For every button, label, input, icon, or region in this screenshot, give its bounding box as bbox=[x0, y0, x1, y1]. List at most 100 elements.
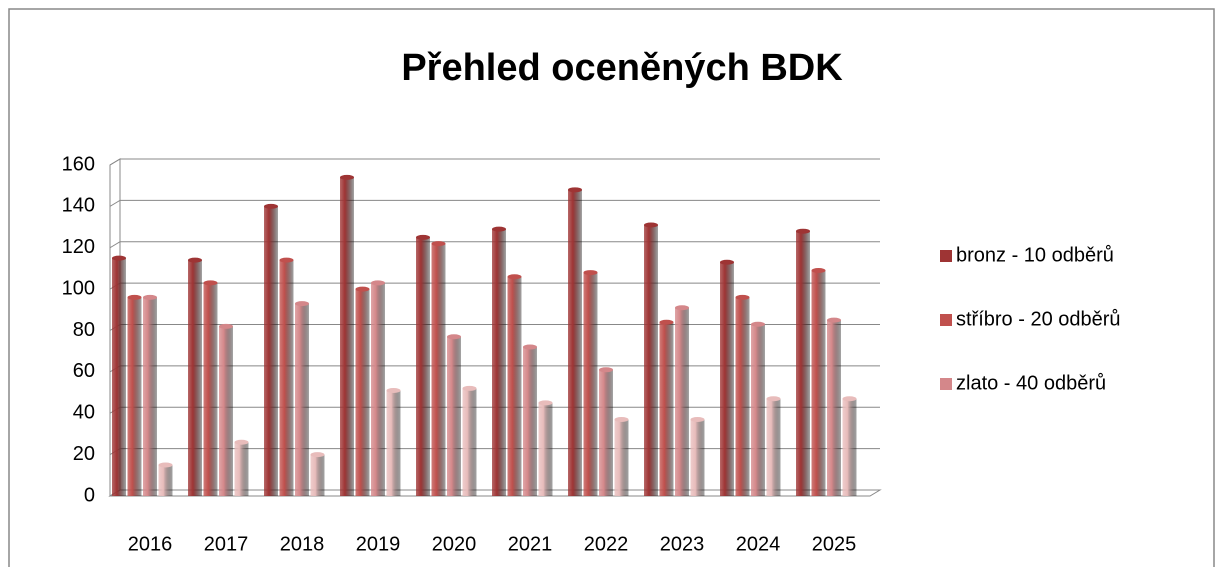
y-tick-label: 140 bbox=[62, 195, 95, 217]
bar bbox=[492, 229, 506, 496]
bar-cap bbox=[264, 203, 278, 209]
y-tick-label: 120 bbox=[62, 236, 95, 258]
bar-cap bbox=[416, 234, 430, 240]
bar bbox=[827, 320, 841, 496]
bar bbox=[310, 454, 325, 496]
bar-cap bbox=[675, 305, 689, 311]
bar bbox=[143, 297, 157, 496]
bar-cap bbox=[431, 241, 446, 247]
legend-label: bronz - 10 odběrů bbox=[956, 244, 1114, 266]
bar-cap bbox=[188, 257, 202, 263]
bar-cap bbox=[112, 255, 126, 261]
bar-cap bbox=[158, 462, 173, 468]
bar bbox=[371, 282, 385, 496]
grid-line bbox=[109, 199, 880, 207]
bar bbox=[568, 189, 582, 496]
bar bbox=[219, 326, 233, 496]
bar-cap bbox=[447, 334, 461, 340]
bar-cap bbox=[462, 385, 477, 391]
bar-cap bbox=[340, 174, 354, 180]
x-tick-label: 2019 bbox=[356, 533, 401, 555]
y-tick-label: 100 bbox=[62, 277, 95, 299]
legend-swatch bbox=[940, 378, 952, 390]
bar bbox=[264, 206, 278, 496]
grid-line bbox=[109, 158, 880, 166]
bar bbox=[675, 307, 689, 496]
bar-cap bbox=[690, 416, 705, 422]
bar-cap bbox=[720, 259, 734, 265]
bar-cap bbox=[523, 344, 537, 350]
bar-cap bbox=[219, 323, 233, 329]
bar bbox=[538, 402, 553, 496]
bar bbox=[431, 243, 446, 496]
y-tick-label: 160 bbox=[62, 153, 95, 175]
bar bbox=[644, 224, 658, 496]
bar bbox=[583, 272, 598, 496]
x-tick-label: 2025 bbox=[812, 533, 857, 555]
bar-cap bbox=[811, 268, 826, 274]
bar-cap bbox=[766, 396, 781, 402]
y-tick-label: 20 bbox=[73, 443, 95, 465]
bar-cap bbox=[507, 274, 522, 280]
grid-line bbox=[109, 241, 880, 249]
bar bbox=[234, 442, 249, 496]
bar-cap bbox=[538, 400, 553, 406]
x-tick-label: 2022 bbox=[584, 533, 629, 555]
bar-cap bbox=[842, 396, 857, 402]
bar bbox=[720, 262, 734, 496]
bar bbox=[766, 398, 781, 496]
bar-cap bbox=[234, 439, 249, 445]
y-tick-label: 40 bbox=[73, 402, 95, 424]
bar-cap bbox=[143, 294, 157, 300]
bar bbox=[614, 419, 629, 496]
bar-cap bbox=[644, 222, 658, 228]
x-tick-label: 2016 bbox=[128, 533, 173, 555]
y-tick-label: 80 bbox=[73, 319, 95, 341]
bar-cap bbox=[355, 286, 370, 292]
bar bbox=[842, 398, 857, 496]
x-tick-label: 2020 bbox=[432, 533, 477, 555]
legend-swatch bbox=[940, 314, 952, 326]
x-tick-label: 2018 bbox=[280, 533, 325, 555]
legend-swatch bbox=[940, 250, 952, 262]
bar-cap bbox=[127, 294, 142, 300]
bar bbox=[416, 237, 430, 496]
bar bbox=[340, 177, 354, 496]
bar-cap bbox=[295, 301, 309, 307]
bar-cap bbox=[583, 270, 598, 276]
x-tick-label: 2017 bbox=[204, 533, 249, 555]
legend-label: zlato - 40 odběrů bbox=[956, 372, 1106, 394]
bar-cap bbox=[659, 319, 674, 325]
bar bbox=[507, 276, 522, 496]
bar bbox=[203, 282, 218, 496]
bar-cap bbox=[492, 226, 506, 232]
bar bbox=[659, 322, 674, 496]
bar bbox=[127, 297, 142, 496]
bar-cap bbox=[614, 416, 629, 422]
x-tick-label: 2021 bbox=[508, 533, 553, 555]
bar bbox=[523, 347, 537, 496]
bar bbox=[279, 260, 294, 496]
bar-cap bbox=[371, 280, 385, 286]
bar-cap bbox=[735, 294, 750, 300]
bar-cap bbox=[203, 280, 218, 286]
bar bbox=[355, 289, 370, 496]
bar-cap bbox=[386, 387, 401, 393]
chart-title: Přehled oceněných BDK bbox=[401, 47, 843, 89]
bar bbox=[447, 336, 461, 496]
legend-label: stříbro - 20 odběrů bbox=[956, 308, 1121, 330]
bar bbox=[735, 297, 750, 496]
bar bbox=[112, 258, 126, 496]
x-tick-label: 2024 bbox=[736, 533, 781, 555]
bar bbox=[188, 260, 202, 496]
y-tick-label: 0 bbox=[84, 484, 95, 506]
bar bbox=[599, 369, 613, 496]
bar bbox=[796, 231, 810, 496]
bar bbox=[295, 303, 309, 496]
bar bbox=[158, 464, 173, 496]
bar-cap bbox=[796, 228, 810, 234]
bar bbox=[690, 419, 705, 496]
bar-cap bbox=[599, 367, 613, 373]
y-tick-label: 60 bbox=[73, 360, 95, 382]
